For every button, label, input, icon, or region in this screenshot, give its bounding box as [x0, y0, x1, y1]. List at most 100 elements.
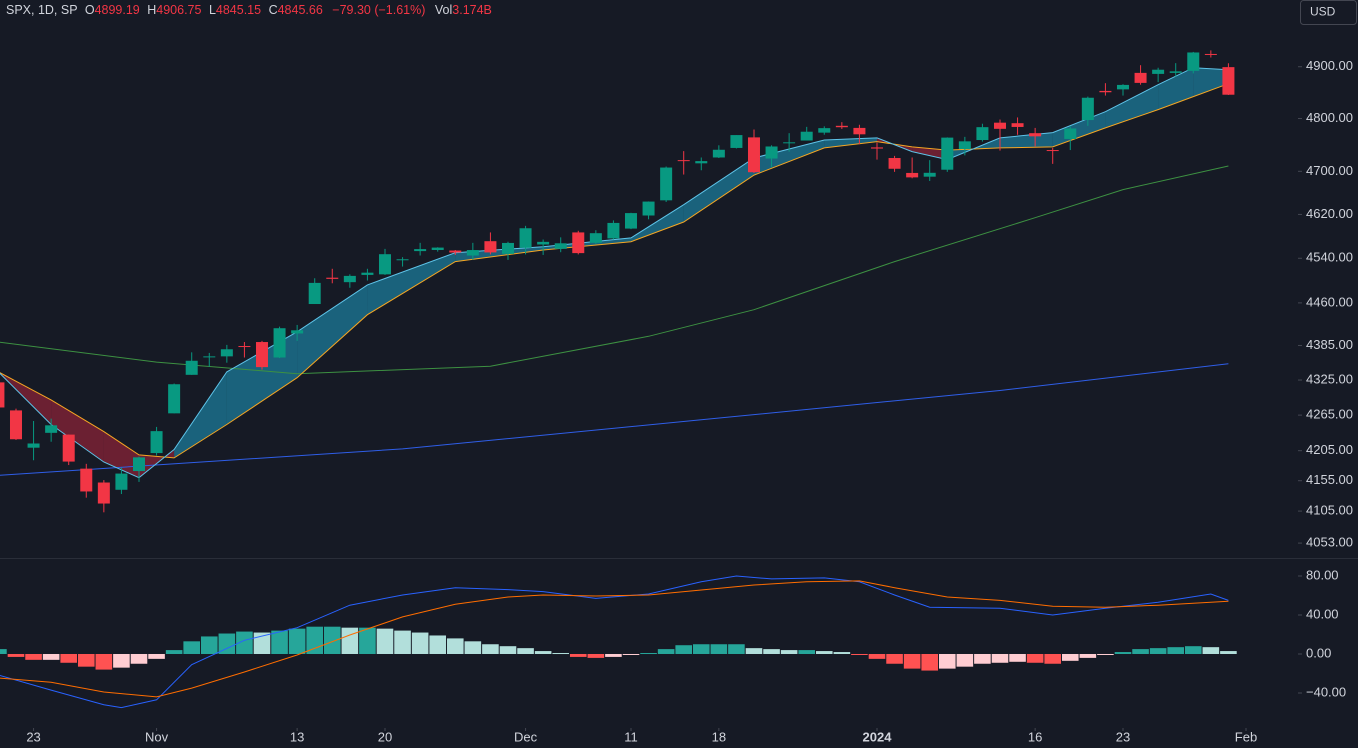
candle-body — [0, 382, 5, 408]
histogram-bar — [1114, 652, 1132, 654]
histogram-bar — [833, 652, 851, 654]
y-tick-label: 4265.00 — [1306, 407, 1353, 422]
candle-body — [660, 167, 673, 201]
candle-body — [185, 360, 198, 375]
candle-body — [765, 146, 778, 159]
currency-box[interactable] — [1300, 0, 1357, 25]
candle-body — [993, 122, 1006, 129]
histogram-bar — [1097, 653, 1114, 655]
histogram-bar — [42, 653, 60, 660]
candle-body — [976, 127, 989, 141]
candle-body — [308, 282, 321, 305]
histogram-bar — [1167, 647, 1185, 654]
histogram-bar — [236, 631, 253, 654]
ribbon-fill — [51, 399, 104, 463]
y-tick-label: 4205.00 — [1306, 442, 1353, 457]
ribbon-fill — [630, 204, 684, 242]
y-tick-label: 4800.00 — [1306, 110, 1353, 125]
histogram-bar — [517, 648, 534, 654]
candle-body — [150, 431, 163, 454]
candle-body — [624, 213, 637, 229]
x-tick-label: 16 — [1028, 729, 1042, 744]
candle-body — [818, 128, 831, 133]
y-tick-label: 4385.00 — [1306, 337, 1353, 352]
candle-body — [677, 160, 690, 162]
histogram-bar — [218, 633, 236, 654]
histogram-bar — [95, 653, 113, 670]
candle-body — [747, 137, 760, 173]
volume-label: Vol — [435, 3, 452, 17]
candle-body — [431, 247, 444, 250]
histogram-bar — [745, 648, 763, 654]
candle-body — [378, 254, 391, 275]
y-tick-label: 4900.00 — [1306, 58, 1353, 73]
histogram-bar — [376, 628, 394, 654]
histogram-bar — [464, 641, 482, 654]
histogram-bar — [692, 644, 710, 654]
histogram-bar — [1149, 648, 1167, 654]
histogram-bar — [605, 653, 622, 657]
candle-body — [800, 131, 813, 141]
x-tick-label: 18 — [712, 729, 726, 744]
candle-body — [9, 410, 22, 440]
ribbon-fill — [683, 158, 754, 223]
y-tick-label: 40.00 — [1306, 606, 1339, 621]
low-label: L — [209, 3, 216, 17]
candle-body — [1081, 97, 1094, 121]
candle-body — [115, 473, 128, 490]
close-value: 4845.66 — [278, 3, 323, 17]
histogram-bar — [868, 653, 886, 659]
candle-body — [835, 125, 848, 128]
histogram-bar — [446, 638, 464, 654]
candle-body — [1152, 69, 1165, 74]
histogram-bar — [113, 653, 130, 668]
histogram-bar — [0, 649, 7, 654]
candle-body — [712, 149, 725, 158]
candle-body — [853, 127, 866, 135]
histogram-bar — [622, 653, 640, 655]
ribbon-fill — [367, 252, 456, 315]
candle-body — [449, 250, 462, 253]
currency-button[interactable]: USD — [1300, 0, 1357, 25]
histogram-bar — [886, 653, 903, 664]
candle-body — [414, 249, 427, 252]
open-value: 4899.19 — [95, 3, 140, 17]
candle-body — [1169, 71, 1182, 73]
y-tick-label: 4540.00 — [1306, 250, 1353, 265]
currency-label[interactable]: USD — [1310, 5, 1336, 19]
x-tick-label: 20 — [378, 729, 392, 744]
x-tick-label: 11 — [624, 729, 638, 744]
plot-area: 4053.00 4105.00 4155.00 4205.00 4265.00 4325.… — [0, 50, 1353, 744]
histogram-bar — [956, 653, 974, 667]
x-tick-label: Feb — [1235, 729, 1257, 744]
y-tick-label: 0.00 — [1306, 645, 1331, 660]
histogram-bar — [25, 653, 42, 660]
candle-body — [888, 158, 901, 169]
candle-body — [27, 443, 40, 448]
ribbon-fill — [174, 371, 227, 458]
close-label: C — [269, 3, 278, 17]
legend-header: SPX, 1D, SP O4899.19 H4906.75 L4845.15 C… — [6, 3, 492, 17]
indicator-line — [0, 165, 1229, 375]
low-value: 4845.15 — [216, 3, 261, 17]
y-tick-label: 4700.00 — [1306, 163, 1353, 178]
candle-body — [941, 137, 954, 170]
candle-body — [1029, 133, 1042, 137]
candle-body — [501, 242, 514, 254]
histogram-bar — [657, 649, 675, 654]
candle-body — [589, 233, 602, 243]
candle-body — [783, 142, 796, 144]
histogram-bar — [482, 644, 499, 654]
high-label: H — [147, 3, 156, 17]
histogram-bar — [1044, 653, 1062, 664]
candle-body — [97, 482, 110, 504]
y-tick-label: 4325.00 — [1306, 371, 1353, 386]
candle-body — [642, 201, 655, 216]
candle-body — [607, 222, 620, 239]
indicator-line — [0, 575, 1229, 709]
candle-body — [62, 434, 75, 462]
histogram-bar — [60, 653, 78, 663]
x-tick-label: 13 — [290, 729, 304, 744]
histogram-bar — [429, 635, 447, 654]
candle-body — [1011, 123, 1024, 127]
